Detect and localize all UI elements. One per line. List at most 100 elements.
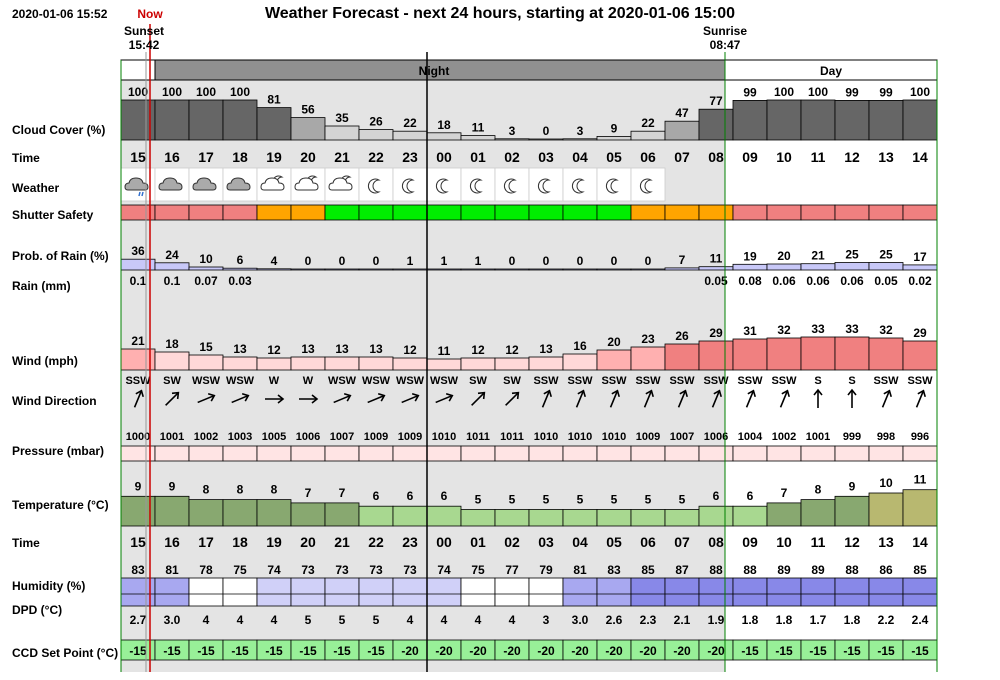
time-label: 11 <box>811 149 826 165</box>
wind-bar <box>392 357 428 371</box>
prob-rain-bar <box>664 267 700 271</box>
wind-arrow-icon <box>505 391 520 406</box>
cloud-bar <box>188 99 224 141</box>
cloud-icon <box>226 177 251 191</box>
cloud-value: 26 <box>369 115 383 129</box>
humidity-value: 83 <box>131 563 145 577</box>
sunset-time: 15:42 <box>129 38 160 52</box>
time-label: 06 <box>640 534 656 550</box>
label-dpd: DPD (°C) <box>12 603 62 617</box>
shutter-cell <box>562 204 598 221</box>
time-label: 06 <box>640 149 656 165</box>
cloud-value: 100 <box>910 85 930 99</box>
time-label: 21 <box>334 149 350 165</box>
temperature-bar <box>256 499 292 527</box>
pressure-cell <box>460 445 496 462</box>
wind-value: 12 <box>403 343 417 357</box>
dpd-value: 3 <box>543 613 550 627</box>
weather-cell <box>392 167 428 202</box>
pressure-cell <box>358 445 394 462</box>
moon-icon <box>605 178 619 194</box>
prob-rain-bar <box>698 266 734 271</box>
wind-direction-text: SSW <box>635 375 661 387</box>
pressure-cell <box>154 445 190 462</box>
time-label: 15 <box>130 149 146 165</box>
wind-arrow-icon <box>813 388 823 408</box>
humidity-value: 73 <box>403 563 417 577</box>
temperature-bar <box>766 502 802 527</box>
wind-direction-text: SSW <box>669 375 695 387</box>
weather-cell <box>528 167 564 202</box>
humidity-value: 73 <box>369 563 383 577</box>
cloud-icon <box>158 177 183 191</box>
wind-direction-text: SW <box>163 375 181 387</box>
temperature-value: 5 <box>645 493 652 507</box>
pressure-cell <box>324 445 360 462</box>
dpd-value: 2.1 <box>674 613 691 627</box>
wind-arrow-icon <box>847 388 857 408</box>
wind-direction-text: WSW <box>430 375 459 387</box>
cloud-bar <box>358 129 394 141</box>
time-label: 21 <box>334 534 350 550</box>
wind-bar <box>596 349 632 371</box>
cloud-bar <box>766 99 802 141</box>
humidity-cell <box>766 577 802 607</box>
cloud-bar <box>528 138 564 141</box>
cloud-value: 56 <box>301 103 315 117</box>
prob-rain-bar <box>834 262 870 271</box>
temperature-bar <box>460 509 496 527</box>
weather-cell <box>494 167 530 202</box>
humidity-cell <box>154 577 190 607</box>
cloud-value: 100 <box>196 85 216 99</box>
weather-cell <box>630 167 666 202</box>
wind-value: 32 <box>879 323 893 337</box>
humidity-value: 78 <box>199 563 213 577</box>
wind-arrow-icon <box>541 389 552 408</box>
wind-arrow-icon <box>471 391 486 406</box>
time-label: 04 <box>572 534 588 550</box>
ccd-value: -20 <box>435 644 453 658</box>
wind-arrow-icon <box>401 393 420 404</box>
prob-rain-bar <box>358 268 394 271</box>
ccd-value: -15 <box>231 644 249 658</box>
wind-direction-text: SW <box>469 375 487 387</box>
wind-direction-text: S <box>814 375 821 387</box>
cloud-value: 9 <box>611 121 618 135</box>
prob-rain-value: 0 <box>339 254 346 268</box>
rain-value: 0.06 <box>772 274 796 288</box>
weather-cell <box>596 167 632 202</box>
shutter-cell <box>222 204 258 221</box>
wind-value: 23 <box>641 332 655 346</box>
wind-direction-text: WSW <box>226 375 255 387</box>
prob-rain-value: 1 <box>441 254 448 268</box>
ccd-value: -15 <box>911 644 929 658</box>
prob-rain-bar <box>528 268 564 271</box>
time-label: 22 <box>368 534 384 550</box>
prob-rain-value: 36 <box>131 244 145 258</box>
ccd-value: -20 <box>673 644 691 658</box>
time-label: 05 <box>606 534 622 550</box>
pressure-value: 1007 <box>670 431 694 443</box>
wind-value: 13 <box>233 342 247 356</box>
pressure-cell <box>630 445 666 462</box>
rain-value: 0.03 <box>228 274 252 288</box>
label-shutter-safety: Shutter Safety <box>12 208 94 222</box>
cloud-bar <box>290 117 326 141</box>
humidity-cell <box>222 577 258 607</box>
wind-bar <box>834 336 870 371</box>
dpd-value: 2.7 <box>130 613 147 627</box>
prob-rain-bar <box>392 268 428 271</box>
rain-value: 0.07 <box>194 274 218 288</box>
humidity-value: 85 <box>913 563 927 577</box>
cloud-value: 99 <box>743 85 757 99</box>
temperature-bar <box>868 492 904 527</box>
ccd-value: -15 <box>809 644 827 658</box>
pressure-cell <box>698 445 734 462</box>
wind-direction-text: WSW <box>362 375 391 387</box>
temperature-value: 5 <box>543 493 550 507</box>
prob-rain-bar <box>732 263 768 271</box>
label-time-2: Time <box>12 536 40 550</box>
pressure-cell <box>596 445 632 462</box>
rain-value: 0.02 <box>908 274 932 288</box>
rain-value: 0.08 <box>738 274 762 288</box>
